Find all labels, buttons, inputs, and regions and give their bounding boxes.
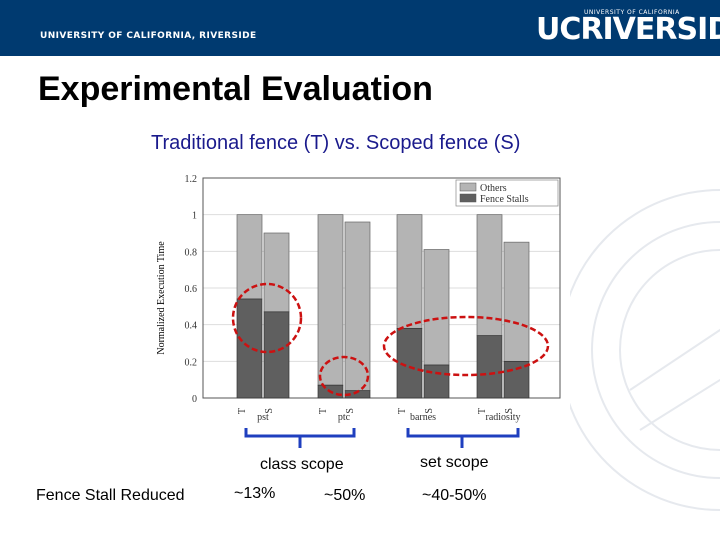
bar-others bbox=[423, 249, 450, 366]
logo-uc: UC bbox=[536, 12, 581, 47]
bar-label: S bbox=[264, 408, 275, 414]
y-tick-label: 0.6 bbox=[185, 284, 198, 295]
logo-subtext: UNIVERSITY OF CALIFORNIA bbox=[584, 9, 680, 16]
logo-riverside: RIVERSIDE bbox=[580, 12, 720, 47]
bar-label: T bbox=[318, 408, 329, 414]
bar-label: T bbox=[397, 408, 408, 414]
bar-fence-stalls bbox=[423, 364, 450, 399]
class-scope-label: class scope bbox=[260, 456, 344, 473]
legend-swatch bbox=[459, 182, 477, 192]
group-label: pst bbox=[257, 412, 269, 423]
bar-fence-stalls bbox=[476, 335, 503, 399]
stacked-bar-chart: 0 0.2 0.4 0.6 0.8 1 1.2 Normalized Execution T… bbox=[150, 168, 570, 428]
reduction-ptc: ~50% bbox=[324, 487, 366, 504]
bars bbox=[236, 214, 530, 399]
legend-entry: Others bbox=[480, 183, 507, 194]
plot-frame bbox=[202, 177, 561, 399]
bar-others bbox=[236, 214, 263, 300]
bar-label: T bbox=[237, 408, 248, 414]
bar-label: S bbox=[345, 408, 356, 414]
legend-swatch bbox=[459, 193, 477, 203]
bar-others bbox=[344, 221, 371, 392]
header-bar: UNIVERSITY OF CALIFORNIA, RIVERSIDE UNIV… bbox=[0, 0, 720, 56]
highlight-ellipse bbox=[318, 355, 370, 397]
class-scope-brace bbox=[244, 428, 356, 448]
bar-fence-stalls bbox=[236, 298, 263, 399]
bar-others bbox=[476, 214, 503, 337]
reduction-set-scope: ~40-50% bbox=[422, 487, 487, 504]
slide-title: Experimental Evaluation bbox=[38, 70, 433, 108]
y-tick-label: 0 bbox=[192, 394, 197, 405]
highlight-ellipse bbox=[231, 282, 303, 354]
highlight-circles bbox=[231, 282, 550, 397]
group-label: barnes bbox=[410, 412, 436, 423]
university-name: UNIVERSITY OF CALIFORNIA, RIVERSIDE bbox=[40, 31, 257, 41]
legend-entry: Fence Stalls bbox=[480, 194, 529, 205]
y-tick-label: 0.8 bbox=[185, 247, 198, 258]
bar-label: S bbox=[504, 408, 515, 414]
y-axis-label: Normalized Execution Time bbox=[156, 241, 167, 355]
group-label: ptc bbox=[338, 412, 351, 423]
reduction-pst: ~13% bbox=[234, 485, 276, 502]
bar-label: S bbox=[424, 408, 435, 414]
bar-others bbox=[317, 214, 344, 386]
bar-others bbox=[396, 214, 423, 329]
bar-others bbox=[503, 241, 530, 362]
y-tick-label: 1.2 bbox=[185, 174, 198, 185]
slide-subtitle: Traditional fence (T) vs. Scoped fence (… bbox=[151, 132, 521, 154]
y-tick-label: 0.4 bbox=[185, 321, 198, 332]
group-label: radiosity bbox=[486, 412, 521, 423]
y-tick-labels: 0 0.2 0.4 0.6 0.8 1 1.2 bbox=[185, 174, 198, 405]
bar-fence-stalls bbox=[263, 311, 290, 399]
set-scope-label: set scope bbox=[420, 454, 489, 471]
y-tick-label: 0.2 bbox=[185, 357, 198, 368]
y-tick-label: 1 bbox=[192, 211, 197, 222]
group-labels: pst ptc barnes radiosity bbox=[257, 412, 520, 423]
bar-others bbox=[263, 232, 290, 313]
highlight-ellipse bbox=[382, 315, 550, 377]
set-scope-brace bbox=[406, 428, 520, 448]
bar-label: T bbox=[477, 408, 488, 414]
fence-stall-reduced-label: Fence Stall Reduced bbox=[36, 487, 185, 504]
